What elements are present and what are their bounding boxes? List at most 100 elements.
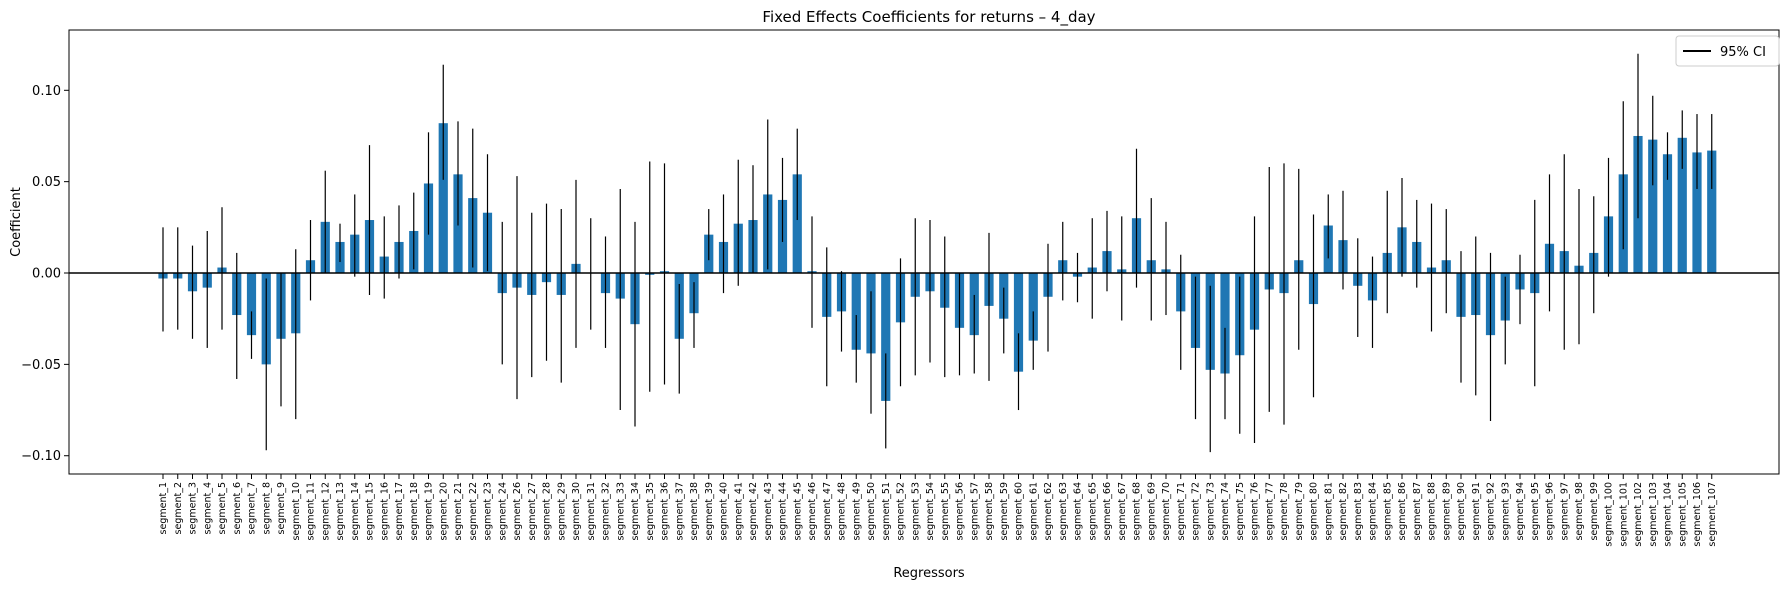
x-tick-label: segment_44 [778,482,789,541]
x-tick-label: segment_83 [1353,482,1364,541]
x-tick-label: segment_29 [556,482,567,541]
x-tick-label: segment_73 [1205,482,1216,541]
bar [1028,273,1038,341]
x-tick-label: segment_3 [188,482,199,534]
x-tick-label: segment_87 [1412,482,1423,541]
legend: 95% CI [1675,35,1780,67]
x-tick-label: segment_86 [1397,482,1408,541]
bar [1692,152,1702,274]
x-tick-label: segment_45 [792,482,803,541]
x-tick-label: segment_9 [276,482,287,534]
x-tick-label: segment_89 [1441,482,1452,541]
x-tick-label: segment_81 [1323,482,1334,541]
x-tick-label: segment_94 [1515,482,1526,541]
x-tick-label: segment_96 [1545,482,1556,541]
x-tick-label: segment_19 [424,482,435,541]
x-tick-label: segment_68 [1132,482,1143,541]
x-tick-label: segment_67 [1117,482,1128,541]
bar [851,273,861,350]
x-tick-label: segment_41 [733,482,744,541]
x-tick-label: segment_104 [1663,482,1674,547]
bar [1220,273,1230,374]
x-tick-label: segment_14 [350,482,361,541]
x-tick-label: segment_65 [1087,482,1098,541]
x-tick-label: segment_43 [763,482,774,541]
x-tick-label: segment_102 [1633,482,1644,547]
x-tick-label: segment_13 [335,482,346,541]
x-tick-label: segment_85 [1382,482,1393,541]
x-tick-label: segment_64 [1073,482,1084,541]
x-tick-label: segment_26 [512,482,523,541]
bar [1707,150,1717,274]
x-tick-label: segment_93 [1500,482,1511,541]
bar [1648,139,1658,274]
x-tick-label: segment_54 [925,482,936,541]
x-tick-label: segment_74 [1220,482,1231,541]
x-tick-label: segment_30 [571,482,582,541]
y-tick-label: 0.10 [32,84,61,99]
x-tick-label: segment_7 [247,482,258,534]
x-tick-label: segment_47 [822,482,833,541]
x-tick-label: segment_71 [1176,482,1187,541]
x-tick-label: segment_59 [999,482,1010,541]
bar [246,273,257,336]
x-tick-label: segment_1 [158,482,169,534]
x-tick-label: segment_32 [601,482,612,541]
x-tick-label: segment_82 [1338,482,1349,541]
x-tick-label: segment_40 [719,482,730,541]
x-tick-label: segment_53 [910,482,921,541]
legend-label: 95% CI [1720,45,1766,60]
x-tick-label: segment_24 [497,482,508,541]
x-tick-label: segment_63 [1058,482,1069,541]
x-tick-label: segment_52 [896,482,907,541]
x-tick-label: segment_90 [1456,482,1467,541]
y-tick-label: 0.05 [32,175,61,190]
x-tick-label: segment_100 [1604,482,1615,547]
x-tick-label: segment_57 [969,482,980,541]
x-tick-label: segment_50 [866,482,877,541]
legend-box [1675,35,1780,67]
x-tick-label: segment_49 [851,482,862,541]
x-tick-label: segment_18 [409,482,420,541]
x-tick-label: segment_21 [453,482,464,541]
plot-area: −0.10 −0.05 0.00 0.05 0.10 segment_1 segment_2… [21,29,1780,547]
x-tick-label: segment_70 [1161,482,1172,541]
x-tick-label: segment_37 [674,482,685,541]
x-tick-label: segment_78 [1279,482,1290,541]
x-tick-label: segment_97 [1559,482,1570,541]
x-tick-label: segment_42 [748,482,759,541]
x-tick-label: segment_22 [468,482,479,541]
x-tick-label: segment_46 [807,482,818,541]
x-tick-label: segment_92 [1486,482,1497,541]
x-tick-label: segment_88 [1427,482,1438,541]
x-tick-label: segment_106 [1692,482,1703,547]
x-tick-label: segment_80 [1309,482,1320,541]
x-tick-label: segment_101 [1618,482,1629,547]
bar [438,123,448,274]
x-tick-label: segment_51 [881,482,892,541]
x-axis-label: Regressors [893,566,965,581]
x-tick-label: segment_36 [660,482,671,541]
x-tick-label: segment_15 [365,482,376,541]
x-tick-label: segment_28 [542,482,553,541]
axes-frame [68,29,1780,475]
x-tick-label: segment_55 [940,482,951,541]
x-tick-label: segment_4 [202,482,213,534]
bar [792,174,802,274]
bar [881,273,891,401]
x-tick-label: segment_98 [1574,482,1585,541]
x-tick-label: segment_91 [1471,482,1482,541]
y-tick-label: −0.10 [21,449,61,464]
y-tick-label: 0.00 [32,267,61,282]
x-tick-label: segment_12 [320,482,331,541]
x-tick-label: segment_61 [1028,482,1039,541]
x-tick-label: segment_27 [527,482,538,541]
x-tick-label: segment_72 [1191,482,1202,541]
x-tick-label: segment_107 [1707,482,1718,547]
x-tick-label: segment_48 [837,482,848,541]
x-tick-label: segment_2 [173,482,184,534]
x-tick-label: segment_39 [704,482,715,541]
x-tick-label: segment_76 [1250,482,1261,541]
x-tick-label: segment_10 [291,482,302,541]
x-tick-label: segment_69 [1146,482,1157,541]
